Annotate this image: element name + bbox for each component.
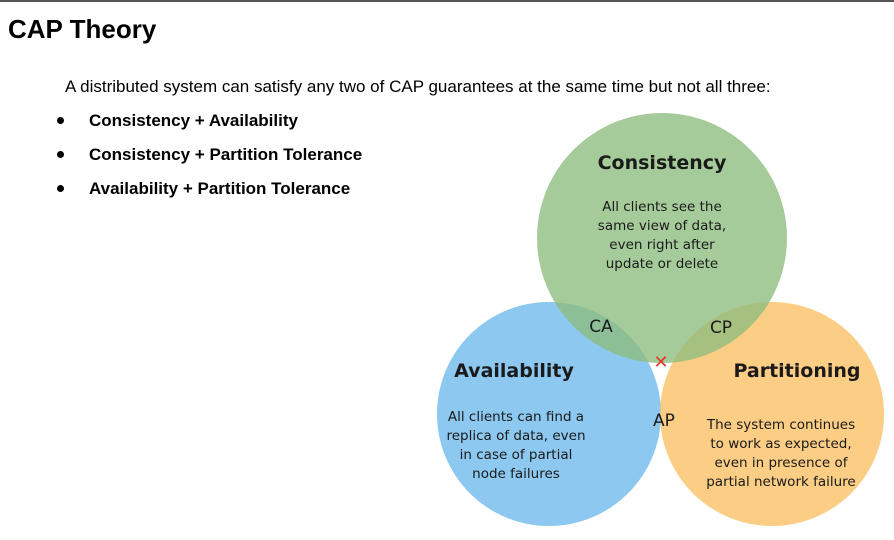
intro-text: A distributed system can satisfy any two… bbox=[65, 77, 771, 96]
cp-intersection-label: CP bbox=[710, 318, 732, 338]
consistency-desc-line: update or delete bbox=[606, 256, 719, 272]
availability-desc-line: replica of data, even bbox=[446, 428, 585, 444]
bullet-text: Availability + Partition Tolerance bbox=[89, 179, 351, 198]
bullet-dot-icon bbox=[57, 185, 64, 192]
consistency-desc-line: All clients see the bbox=[602, 199, 722, 215]
partitioning-desc-line: partial network failure bbox=[706, 474, 856, 490]
availability-circle bbox=[437, 302, 661, 526]
availability-desc-line: in case of partial bbox=[460, 447, 573, 463]
consistency-title: Consistency bbox=[598, 152, 727, 174]
consistency-circle bbox=[537, 113, 787, 363]
availability-title: Availability bbox=[454, 360, 574, 382]
partitioning-title: Partitioning bbox=[733, 360, 860, 382]
bullet-text: Consistency + Partition Tolerance bbox=[89, 145, 363, 164]
cross-icon: ✕ bbox=[653, 352, 668, 373]
bullet-dot-icon bbox=[57, 117, 64, 124]
ap-intersection-label: AP bbox=[653, 411, 675, 431]
partitioning-desc-line: to work as expected, bbox=[710, 436, 851, 452]
partitioning-desc-line: even in presence of bbox=[714, 455, 848, 471]
availability-desc-line: node failures bbox=[472, 466, 560, 482]
consistency-desc-line: same view of data, bbox=[598, 218, 726, 234]
availability-desc-line: All clients can find a bbox=[448, 409, 584, 425]
partitioning-desc-line: The system continues bbox=[706, 417, 855, 433]
ca-intersection-label: CA bbox=[589, 317, 613, 337]
bullet-dot-icon bbox=[57, 151, 64, 158]
consistency-desc-line: even right after bbox=[609, 237, 715, 253]
slide-title: CAP Theory bbox=[8, 14, 157, 44]
bullet-text: Consistency + Availability bbox=[89, 111, 298, 130]
top-border bbox=[0, 0, 894, 2]
partitioning-circle bbox=[660, 302, 884, 526]
